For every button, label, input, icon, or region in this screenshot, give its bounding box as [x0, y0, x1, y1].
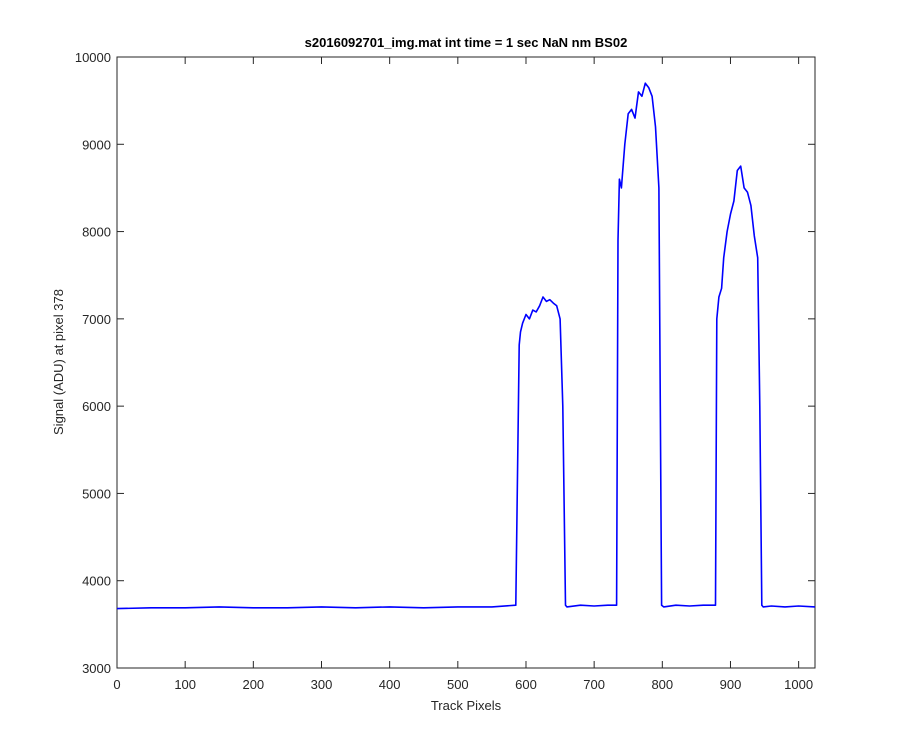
x-axis-label: Track Pixels: [431, 698, 502, 713]
x-tick-label-600: 600: [515, 677, 537, 692]
y-tick-label-3000: 3000: [82, 661, 111, 676]
x-tick-label-1000: 1000: [784, 677, 813, 692]
x-tick-label-800: 800: [651, 677, 673, 692]
x-tick-label-100: 100: [174, 677, 196, 692]
y-axis: 3000 4000 5000 6000 7000 8000 9000 10000: [75, 50, 815, 676]
x-axis: 0 100 200 300 400 500 600 700 800 900 1000: [113, 57, 813, 692]
y-tick-label-10000: 10000: [75, 50, 111, 65]
series-layer: [116, 82, 816, 610]
x-tick-label-0: 0: [113, 677, 120, 692]
y-tick-label-5000: 5000: [82, 486, 111, 501]
series-line-0: [116, 82, 816, 610]
x-tick-label-200: 200: [242, 677, 264, 692]
x-tick-label-400: 400: [379, 677, 401, 692]
chart-title: s2016092701_img.mat int time = 1 sec NaN…: [305, 35, 628, 50]
plot-area-frame: [116, 56, 816, 669]
y-tick-label-4000: 4000: [82, 574, 111, 589]
x-tick-label-500: 500: [447, 677, 469, 692]
x-tick-label-300: 300: [311, 677, 333, 692]
x-tick-label-900: 900: [720, 677, 742, 692]
y-tick-label-7000: 7000: [82, 312, 111, 327]
x-tick-label-700: 700: [583, 677, 605, 692]
y-tick-label-8000: 8000: [82, 225, 111, 240]
y-tick-label-6000: 6000: [82, 399, 111, 414]
y-tick-label-9000: 9000: [82, 137, 111, 152]
y-axis-label: Signal (ADU) at pixel 378: [51, 289, 66, 435]
